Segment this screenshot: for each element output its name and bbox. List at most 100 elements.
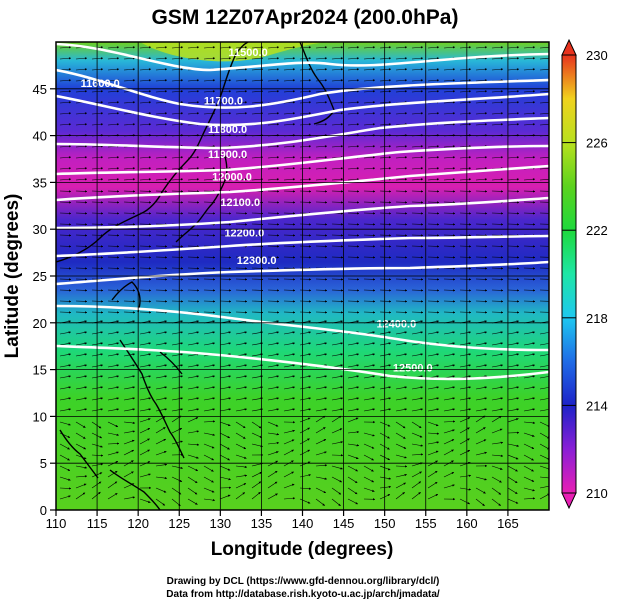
wind-arrow	[315, 145, 328, 148]
wind-arrow	[363, 432, 375, 437]
wind-arrow	[219, 331, 232, 335]
wind-arrow	[443, 112, 456, 115]
wind-arrow	[59, 46, 72, 49]
wind-arrow	[491, 178, 504, 181]
wind-arrow	[347, 101, 360, 104]
wind-arrow	[171, 46, 184, 49]
wind-arrow	[283, 68, 296, 71]
wind-arrow	[443, 449, 454, 456]
wind-arrow	[523, 454, 534, 461]
wind-arrow	[283, 145, 296, 148]
wind-arrow	[331, 101, 344, 104]
wind-arrow	[267, 397, 280, 401]
wind-arrow	[475, 57, 488, 60]
wind-arrow	[331, 415, 342, 423]
wind-arrow	[443, 397, 456, 401]
wind-arrow	[171, 342, 184, 346]
wind-arrow	[539, 397, 549, 401]
wind-arrow	[331, 386, 344, 390]
wind-arrow	[523, 386, 536, 390]
wind-arrow	[171, 427, 183, 434]
wind-arrow	[299, 449, 311, 456]
wind-arrow	[347, 443, 360, 447]
wind-arrow	[363, 145, 376, 148]
wind-arrow	[347, 90, 360, 93]
wind-arrow	[203, 167, 216, 170]
wind-arrow	[107, 451, 119, 456]
wind-arrow	[507, 112, 520, 115]
wind-arrow	[347, 123, 360, 126]
wind-arrow	[315, 397, 328, 401]
wind-arrow	[267, 408, 280, 412]
contour-label: 11800.0	[208, 124, 247, 136]
wind-arrow	[171, 156, 184, 159]
wind-arrow	[187, 178, 200, 181]
wind-arrow	[75, 465, 88, 469]
wind-arrow	[107, 364, 120, 368]
wind-arrow	[395, 443, 407, 449]
wind-arrow	[395, 46, 408, 49]
wind-arrow	[539, 90, 549, 93]
wind-arrow	[491, 397, 504, 401]
wind-arrow	[299, 353, 312, 357]
wind-arrow	[427, 353, 440, 357]
wind-arrow	[475, 427, 486, 434]
wind-arrow	[75, 342, 88, 346]
wind-arrow	[75, 331, 88, 335]
wind-arrow	[219, 397, 232, 401]
wind-arrow	[363, 454, 374, 461]
wind-arrow	[523, 408, 536, 412]
contour-label: 12500.0	[393, 362, 433, 374]
wind-arrow	[523, 57, 536, 60]
contour-label: 12400.0	[376, 318, 416, 330]
wind-arrow	[443, 408, 456, 412]
wind-arrow	[523, 432, 535, 437]
wind-arrow	[491, 156, 504, 159]
wind-arrow	[475, 451, 487, 456]
wind-arrow	[187, 101, 200, 104]
colorbar-top-arrow	[561, 38, 577, 56]
wind-arrow	[459, 112, 472, 115]
wind-arrow	[363, 397, 376, 401]
wind-arrow	[283, 79, 296, 82]
wind-arrow	[315, 427, 326, 434]
wind-arrow	[283, 386, 296, 390]
wind-arrow	[235, 408, 248, 412]
wind-arrow	[155, 331, 168, 335]
wind-arrow	[155, 353, 168, 357]
wind-arrow	[59, 465, 71, 471]
wind-arrow	[283, 178, 296, 181]
wind-arrow	[539, 432, 549, 439]
wind-arrow	[443, 145, 456, 148]
wind-arrow	[475, 68, 488, 71]
wind-arrow	[299, 386, 312, 390]
wind-arrow	[171, 397, 184, 401]
wind-arrow	[491, 342, 504, 346]
wind-arrow	[347, 57, 360, 60]
wind-arrow	[347, 79, 360, 82]
colorbar-tick-label: 218	[586, 311, 608, 326]
wind-arrow	[523, 178, 536, 181]
wind-arrow	[299, 90, 312, 93]
wind-arrow	[187, 167, 200, 170]
wind-arrow	[427, 156, 440, 159]
wind-arrow	[91, 421, 102, 429]
wind-arrow	[331, 57, 344, 60]
wind-arrow	[123, 79, 136, 82]
colorbar-gradient	[561, 54, 577, 494]
wind-arrow	[123, 46, 136, 49]
wind-arrow	[267, 342, 280, 346]
wind-arrow	[507, 101, 520, 104]
y-tick-label: 10	[33, 409, 47, 424]
wind-arrow	[395, 364, 408, 368]
wind-arrow	[59, 408, 72, 412]
credit-data: Data from http://database.rish.kyoto-u.a…	[166, 589, 440, 600]
wind-arrow	[379, 112, 392, 115]
wind-arrow	[267, 386, 280, 390]
wind-arrow	[171, 57, 184, 60]
wind-arrow	[203, 408, 216, 412]
x-tick-label: 150	[374, 516, 396, 531]
wind-arrow	[59, 454, 70, 461]
wind-arrow	[299, 427, 310, 434]
wind-arrow	[171, 123, 184, 126]
